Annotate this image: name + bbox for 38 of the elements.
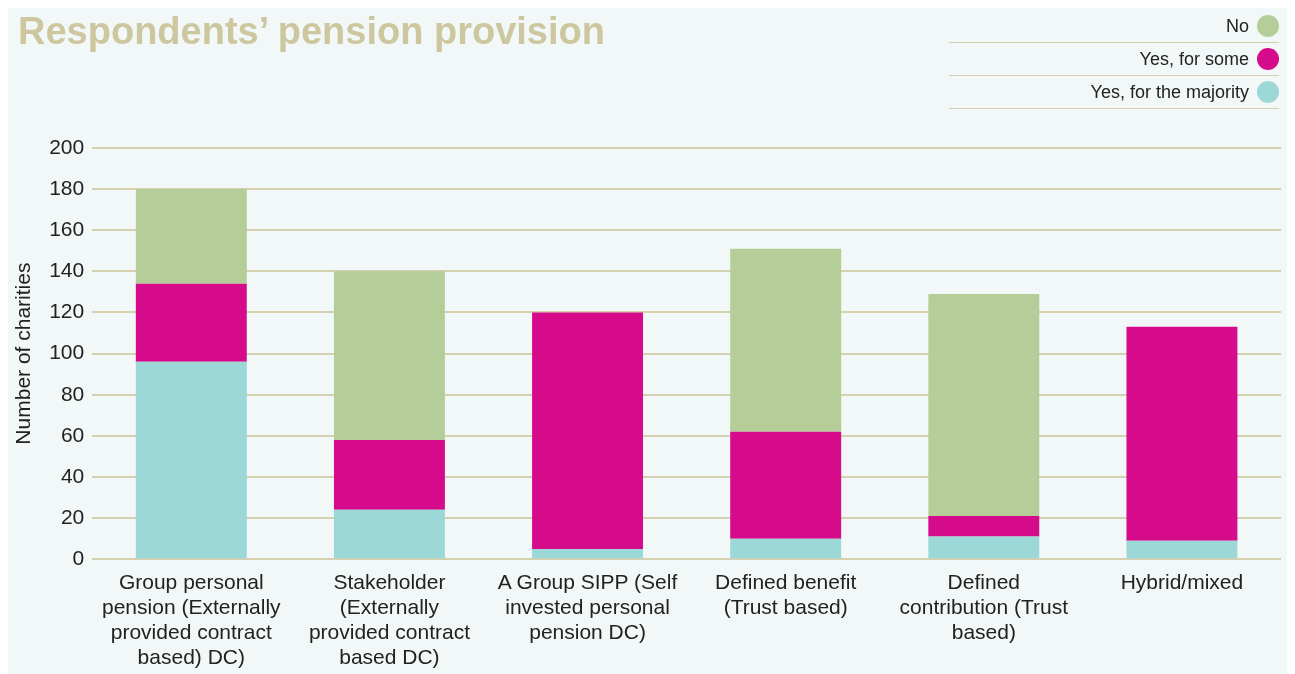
y-axis-title: Number of charities xyxy=(11,262,35,445)
y-tick-label: 20 xyxy=(60,504,85,528)
legend-label: No xyxy=(1225,15,1249,37)
x-tick-label: Defined contribution (Trust based) xyxy=(899,569,1069,643)
y-tick-label: 180 xyxy=(49,175,85,199)
bar xyxy=(730,538,842,559)
legend-label: Yes, for the majority xyxy=(1090,81,1249,103)
bar xyxy=(135,283,247,362)
y-tick-label: 140 xyxy=(49,258,85,282)
y-tick-label: 160 xyxy=(49,217,85,241)
bar xyxy=(928,536,1040,559)
bar xyxy=(135,189,247,284)
bar xyxy=(333,439,445,510)
y-tick-label: 80 xyxy=(60,381,85,405)
legend-label: Yes, for some xyxy=(1139,48,1249,70)
bar xyxy=(532,548,644,559)
x-tick-label: Stakeholder (Externally provided contract based DC) xyxy=(308,569,471,669)
y-tick-label: 0 xyxy=(72,546,85,569)
bar xyxy=(333,271,445,440)
y-tick-label: 60 xyxy=(60,422,85,446)
y-tick-label: 100 xyxy=(49,340,85,364)
x-tick-label: Hybrid/mixed xyxy=(1120,569,1244,593)
bar xyxy=(135,361,247,559)
y-tick-label: 200 xyxy=(49,134,85,158)
x-tick-label: A Group SIPP (Self invested personal pension DC) xyxy=(497,569,678,643)
bar xyxy=(730,248,842,432)
y-tick-label: 120 xyxy=(49,299,85,323)
x-tick-label: Defined benefit (Trust based) xyxy=(715,569,857,618)
bar xyxy=(1126,540,1238,559)
bar xyxy=(1126,326,1238,541)
bar xyxy=(532,312,644,549)
bar xyxy=(928,516,1040,537)
bar xyxy=(928,293,1040,517)
bar xyxy=(333,509,445,559)
x-tick-label: Group personal pension (Externally provided contract based) DC) xyxy=(102,569,282,669)
y-tick-label: 40 xyxy=(60,463,85,487)
chart-title: Respondents’ pension provision xyxy=(18,10,605,53)
bar xyxy=(730,431,842,539)
